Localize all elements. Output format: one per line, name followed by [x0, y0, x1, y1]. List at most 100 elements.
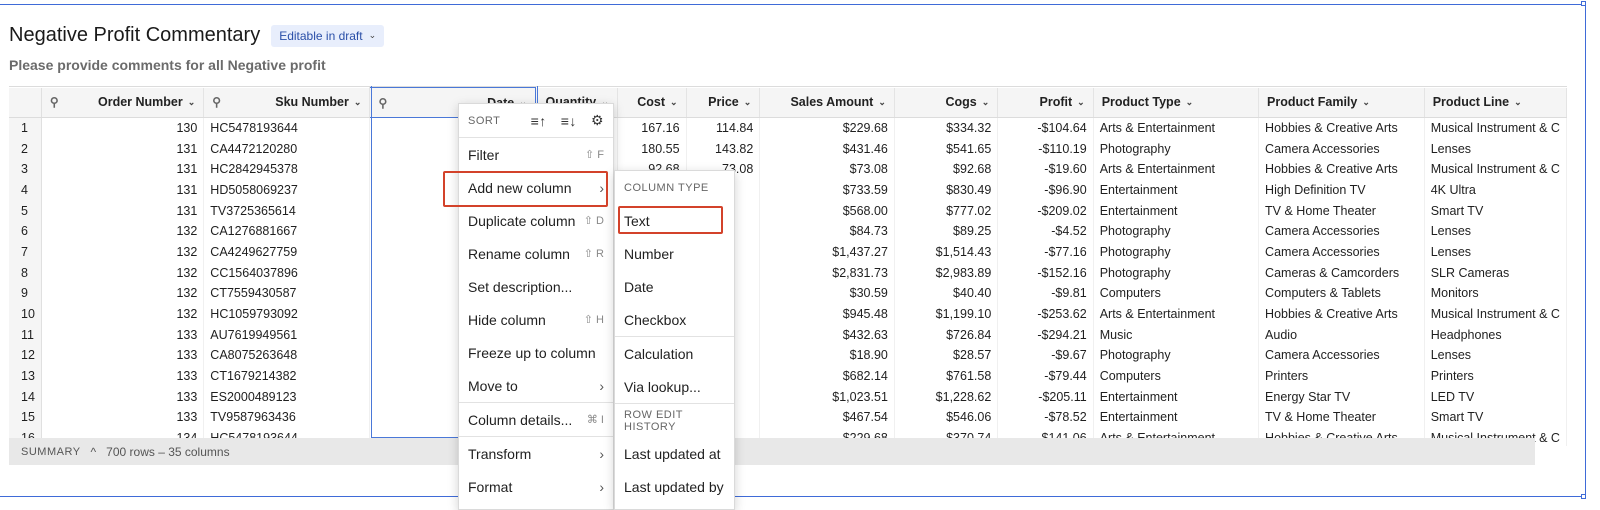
column-header-product-family[interactable]: Product Family ⌄: [1258, 87, 1425, 118]
table-cell[interactable]: $84.73: [759, 220, 895, 242]
table-cell[interactable]: 131: [41, 158, 205, 180]
resize-handle[interactable]: [1581, 1, 1586, 6]
table-cell[interactable]: -$19.60: [997, 158, 1094, 180]
table-cell[interactable]: -$9.67: [997, 345, 1094, 366]
table-cell[interactable]: CT1679214382: [203, 365, 371, 387]
menu-item-duplicate-column[interactable]: Duplicate column ⇧ D: [459, 204, 613, 237]
menu-item-filter[interactable]: Filter ⇧ F: [459, 138, 613, 171]
table-cell[interactable]: 132: [41, 303, 205, 325]
table-cell[interactable]: 132: [41, 220, 205, 242]
table-cell[interactable]: CA4249627759: [203, 241, 371, 263]
menu-item-text[interactable]: Text: [615, 204, 734, 237]
table-cell[interactable]: Photography: [1093, 345, 1260, 366]
menu-item-freeze-up-to-column[interactable]: Freeze up to column: [459, 336, 613, 369]
table-cell[interactable]: -$110.19: [997, 138, 1094, 159]
column-header-sku-number[interactable]: ⚲ Sku Number ⌄: [203, 87, 371, 118]
table-row[interactable]: 13133CT16792143822024-08$682.14$761.58-$…: [9, 365, 1567, 387]
table-cell[interactable]: Camera Accessories: [1258, 345, 1425, 366]
table-cell[interactable]: -$77.16: [997, 241, 1094, 263]
table-cell[interactable]: 133: [41, 365, 205, 387]
table-cell[interactable]: -$79.44: [997, 365, 1094, 387]
chevron-down-icon[interactable]: ⌄: [981, 96, 990, 107]
column-header-profit[interactable]: Profit ⌄: [997, 87, 1094, 118]
table-cell[interactable]: 133: [41, 345, 205, 366]
table-cell[interactable]: TV & Home Theater: [1258, 200, 1425, 221]
table-cell[interactable]: CA8075263648: [203, 345, 371, 366]
table-cell[interactable]: -$209.02: [997, 200, 1094, 221]
table-cell[interactable]: Camera Accessories: [1258, 220, 1425, 242]
table-cell[interactable]: Entertainment: [1093, 200, 1260, 221]
table-cell[interactable]: Lenses: [1424, 241, 1567, 263]
table-cell[interactable]: 131: [41, 200, 205, 221]
table-cell[interactable]: TV3725365614: [203, 200, 371, 221]
table-cell[interactable]: CA1276881667: [203, 220, 371, 242]
table-cell[interactable]: -$205.11: [997, 386, 1094, 408]
table-cell[interactable]: Printers: [1424, 365, 1567, 387]
chevron-down-icon[interactable]: ⌄: [1185, 96, 1194, 107]
column-header-price[interactable]: Price ⌄: [686, 87, 761, 118]
table-cell[interactable]: Lenses: [1424, 345, 1567, 366]
table-cell[interactable]: $2,831.73: [759, 262, 895, 283]
table-cell[interactable]: $541.65: [894, 138, 999, 159]
table-cell[interactable]: Hobbies & Creative Arts: [1258, 117, 1425, 139]
table-cell[interactable]: $92.68: [894, 158, 999, 180]
menu-item-rename-column[interactable]: Rename column ⇧ R: [459, 237, 613, 270]
menu-item-last-updated-by[interactable]: Last updated by: [615, 470, 734, 503]
table-cell[interactable]: HD5058069237: [203, 179, 371, 201]
chevron-down-icon[interactable]: ⌄: [878, 96, 886, 107]
table-row[interactable]: 3131HC28429453782024-092.6873.08$73.08$9…: [9, 158, 1567, 180]
table-cell[interactable]: $726.84: [894, 324, 999, 346]
menu-item-calculation[interactable]: Calculation: [615, 337, 734, 370]
table-cell[interactable]: Photography: [1093, 262, 1260, 283]
menu-item-date[interactable]: Date: [615, 270, 734, 303]
table-cell[interactable]: $1,514.43: [894, 241, 999, 263]
table-cell[interactable]: LED TV: [1424, 386, 1567, 408]
table-cell[interactable]: HC2842945378: [203, 158, 371, 180]
chevron-down-icon[interactable]: ⌄: [1362, 96, 1370, 107]
table-cell[interactable]: Musical Instrument & C: [1424, 117, 1567, 139]
table-cell[interactable]: $467.54: [759, 407, 895, 428]
table-cell[interactable]: -$78.52: [997, 407, 1094, 428]
sort-descending-icon[interactable]: ≡↓: [560, 112, 577, 129]
menu-item-hide-column[interactable]: Hide column ⇧ H: [459, 303, 613, 336]
table-cell[interactable]: $682.14: [759, 365, 895, 387]
table-cell[interactable]: CC1564037896: [203, 262, 371, 283]
menu-item-transform[interactable]: Transform ›: [459, 437, 613, 470]
table-cell[interactable]: 132: [41, 241, 205, 263]
table-cell[interactable]: Computers & Tablets: [1258, 283, 1425, 304]
menu-item-format[interactable]: Format ›: [459, 470, 613, 503]
column-header-product-line[interactable]: Product Line ⌄: [1424, 87, 1567, 118]
table-row[interactable]: 2131CA44721202802024-0180.55143.82$431.4…: [9, 138, 1567, 159]
table-cell[interactable]: $568.00: [759, 200, 895, 221]
table-cell[interactable]: Printers: [1258, 365, 1425, 387]
table-cell[interactable]: 130: [41, 117, 205, 139]
table-cell[interactable]: $229.68: [759, 117, 895, 139]
table-cell[interactable]: -$152.16: [997, 262, 1094, 283]
chevron-down-icon[interactable]: ⌄: [187, 96, 196, 107]
table-row[interactable]: 1130HC54781936442024-0167.16114.84$229.6…: [9, 117, 1567, 139]
column-header-product-type[interactable]: Product Type ⌄: [1093, 87, 1260, 118]
table-row[interactable]: 12133CA80752636482024-09$18.90$28.57-$9.…: [9, 345, 1567, 366]
table-cell[interactable]: $777.02: [894, 200, 999, 221]
table-cell[interactable]: Arts & Entertainment: [1093, 303, 1260, 325]
table-cell[interactable]: Headphones: [1424, 324, 1567, 346]
column-header-cost[interactable]: Cost ⌄: [617, 87, 687, 118]
gear-icon[interactable]: ⚙: [590, 112, 604, 128]
table-row[interactable]: 15133TV95879634362024-07$467.54$546.06-$…: [9, 407, 1567, 428]
table-cell[interactable]: 133: [41, 324, 205, 346]
menu-item-last-updated-at[interactable]: Last updated at: [615, 437, 734, 470]
table-cell[interactable]: Cameras & Camcorders: [1258, 262, 1425, 283]
table-cell[interactable]: $945.48: [759, 303, 895, 325]
table-cell[interactable]: 4K Ultra: [1424, 179, 1567, 201]
menu-item-set-description[interactable]: Set description...: [459, 270, 613, 303]
table-cell[interactable]: Hobbies & Creative Arts: [1258, 303, 1425, 325]
table-cell[interactable]: -$9.81: [997, 283, 1094, 304]
table-cell[interactable]: 131: [41, 179, 205, 201]
table-cell[interactable]: $1,437.27: [759, 241, 895, 263]
table-cell[interactable]: Hobbies & Creative Arts: [1258, 158, 1425, 180]
table-cell[interactable]: Arts & Entertainment: [1093, 117, 1260, 139]
menu-item-checkbox[interactable]: Checkbox: [615, 303, 734, 336]
chevron-down-icon[interactable]: ⌄: [1077, 96, 1085, 107]
table-cell[interactable]: Audio: [1258, 324, 1425, 346]
chevron-down-icon[interactable]: ⌄: [743, 96, 752, 107]
